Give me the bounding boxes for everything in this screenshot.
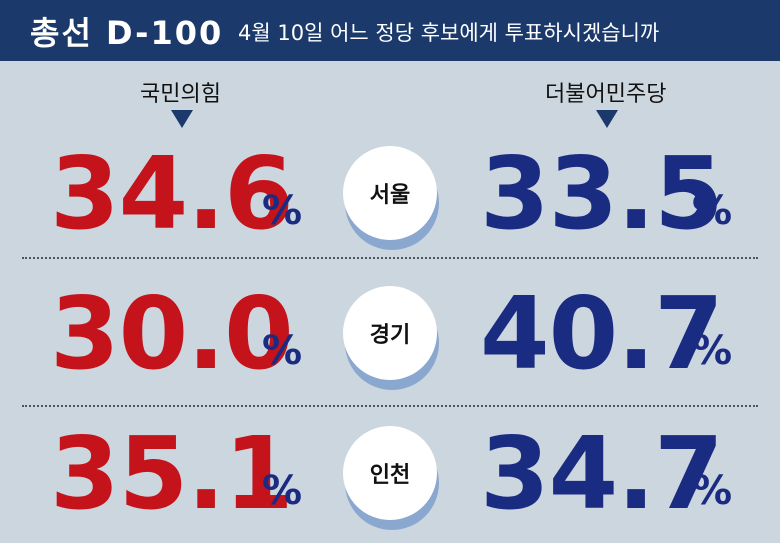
region-row-seoul: 34.6 % 서울 33.5 % [0,128,780,258]
header-title: 총선 D-100 [30,14,224,52]
party-label-left: 국민의힘 [140,82,221,107]
right-party-value: 34.7 [480,415,724,532]
left-party-value: 30.0 [50,275,294,392]
percent-sign: % [692,468,733,514]
right-party-value: 33.5 [480,135,724,252]
region-label: 인천 [343,426,437,520]
right-party-value: 40.7 [480,275,724,392]
percent-sign: % [262,328,303,374]
row-divider [22,405,758,407]
percent-sign: % [262,468,303,514]
region-row-incheon: 35.1 % 인천 34.7 % [0,408,780,538]
header-bar: 총선 D-100 4월 10일 어느 정당 후보에게 투표하시겠습니까 [0,0,780,61]
down-triangle-icon-left [171,110,193,128]
percent-sign: % [692,328,733,374]
percent-sign: % [692,188,733,234]
left-party-value: 34.6 [50,135,294,252]
region-label: 경기 [343,286,437,380]
region-label: 서울 [343,146,437,240]
region-row-gyeonggi: 30.0 % 경기 40.7 % [0,268,780,398]
left-party-value: 35.1 [50,415,294,532]
party-label-right: 더불어민주당 [545,82,667,107]
percent-sign: % [262,188,303,234]
row-divider [22,257,758,259]
down-triangle-icon-right [596,110,618,128]
header-subtitle: 4월 10일 어느 정당 후보에게 투표하시겠습니까 [238,21,660,45]
